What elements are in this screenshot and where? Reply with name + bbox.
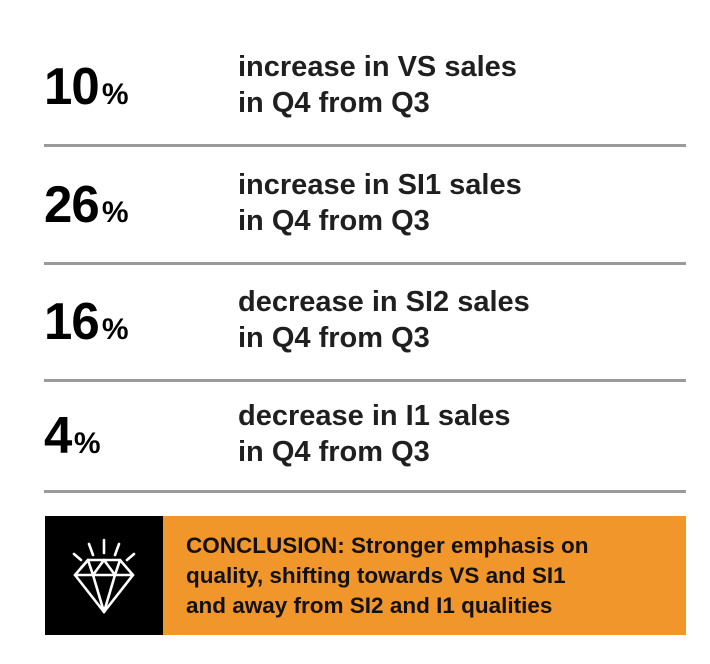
stat-description: increase in SI1 sales in Q4 from Q3 [238,147,522,262]
stat-description-line1: decrease in I1 sales [238,400,511,432]
stat-description-line2: in Q4 from Q3 [238,436,430,468]
stat-row-i1: 4 % decrease in I1 sales in Q4 from Q3 [44,382,686,493]
stat-description-line1: decrease in SI2 sales [238,286,530,318]
stat-number: 16 [44,293,100,351]
stat-description-line2: in Q4 from Q3 [238,322,430,354]
stat-description: decrease in SI2 sales in Q4 from Q3 [238,265,530,379]
stat-number: 10 [44,58,100,116]
stat-number: 26 [44,175,100,234]
stat-number: 4 [44,407,72,465]
conclusion-line1: CONCLUSION: Stronger emphasis on [186,532,589,558]
stat-value: 10 % [44,30,129,144]
stat-row-si1: 26 % increase in SI1 sales in Q4 from Q3 [44,147,686,265]
stat-description-line2: in Q4 from Q3 [238,87,430,119]
conclusion-banner: CONCLUSION: Stronger emphasis on quality… [45,516,686,635]
conclusion-text: CONCLUSION: Stronger emphasis on quality… [163,516,686,635]
stat-value: 4 % [44,382,101,490]
stat-description-line1: increase in VS sales [238,51,517,83]
conclusion-icon-box [45,516,163,635]
stat-description-line1: increase in SI1 sales [238,168,522,201]
stat-row-vs: 10 % increase in VS sales in Q4 from Q3 [44,30,686,147]
stat-description-line2: in Q4 from Q3 [238,204,430,237]
stat-percent-sign: % [101,313,129,346]
stat-row-si2: 16 % decrease in SI2 sales in Q4 from Q3 [44,265,686,382]
stat-description: decrease in I1 sales in Q4 from Q3 [238,382,510,490]
diamond-icon [72,538,136,613]
conclusion-line2: quality, shifting towards VS and SI1 [186,562,566,588]
stat-percent-sign: % [101,78,129,111]
stat-description: increase in VS sales in Q4 from Q3 [238,30,517,144]
stat-percent-sign: % [73,427,101,460]
stat-value: 26 % [44,147,129,262]
stat-percent-sign: % [101,195,129,229]
conclusion-line3: and away from SI2 and I1 qualities [186,592,553,618]
stat-value: 16 % [44,265,129,379]
